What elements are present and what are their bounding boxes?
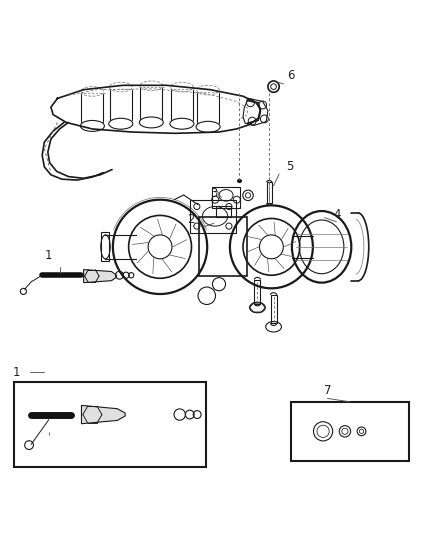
Bar: [212, 187, 240, 208]
Bar: [190, 200, 236, 233]
Bar: [215, 206, 231, 217]
Text: 6: 6: [287, 69, 295, 82]
Bar: [254, 280, 261, 304]
Text: 2: 2: [187, 213, 194, 226]
Text: 4: 4: [333, 208, 341, 222]
Text: 1: 1: [12, 366, 20, 378]
Text: 7: 7: [324, 384, 331, 398]
Text: 5: 5: [286, 160, 293, 173]
Bar: [271, 295, 277, 323]
Bar: [101, 232, 109, 262]
Bar: [199, 217, 247, 276]
Polygon shape: [81, 406, 125, 424]
Bar: [14, 382, 206, 467]
Text: 3: 3: [210, 187, 217, 200]
Bar: [291, 402, 409, 461]
Text: 1: 1: [45, 249, 53, 262]
Bar: [267, 182, 272, 203]
Polygon shape: [84, 270, 117, 282]
